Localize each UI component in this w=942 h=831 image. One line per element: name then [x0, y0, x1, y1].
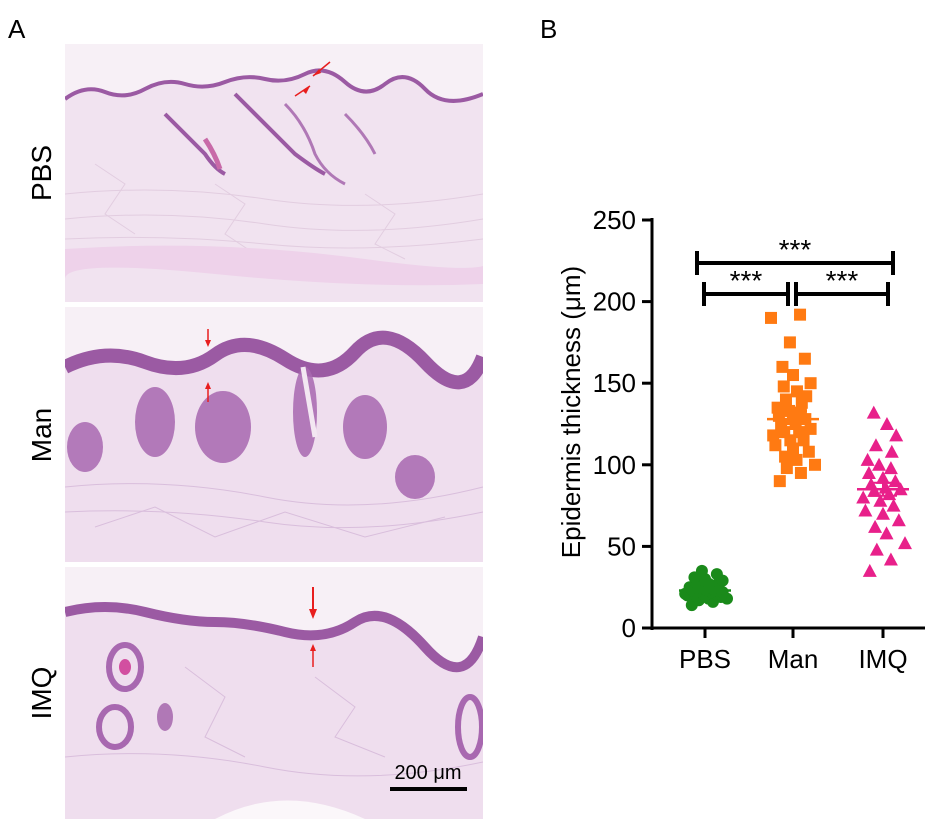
data-point-man	[809, 458, 821, 471]
data-point-imq	[888, 474, 903, 488]
data-point-imq	[886, 498, 901, 512]
x-tick-label: IMQ	[858, 644, 907, 674]
significance-label: ***	[779, 234, 812, 265]
data-point-man	[780, 462, 793, 475]
data-point-pbs	[710, 568, 723, 581]
data-point-man	[790, 385, 803, 398]
data-point-man	[783, 336, 796, 349]
data-point-man	[804, 422, 817, 435]
data-point-man	[802, 445, 815, 458]
data-point-man	[787, 369, 799, 382]
y-tick-label: 0	[622, 613, 636, 643]
data-point-man	[798, 352, 811, 365]
histology-image-imq: 200 μm	[65, 567, 483, 819]
y-axis-label: Epidermis thickness (μm)	[556, 266, 586, 558]
data-point-imq	[868, 519, 883, 533]
data-point-man	[765, 311, 777, 324]
panel-letter-a: A	[8, 14, 26, 44]
row-label-man: Man	[26, 407, 57, 462]
data-point-imq	[883, 461, 898, 475]
data-point-imq	[866, 405, 881, 419]
data-point-imq	[860, 452, 875, 466]
row-label-pbs: PBS	[26, 144, 57, 202]
data-point-man	[776, 360, 789, 373]
data-point-man	[794, 308, 807, 321]
significance-label: ***	[730, 265, 763, 296]
significance-label: ***	[826, 265, 859, 296]
histology-image-man	[65, 307, 483, 562]
histology-image-pbs	[65, 44, 483, 302]
y-tick-label: 100	[593, 450, 636, 480]
x-tick-label: PBS	[679, 644, 731, 674]
data-point-man	[777, 380, 790, 393]
data-point-man	[779, 393, 792, 406]
y-tick-label: 250	[593, 205, 636, 235]
data-point-imq	[861, 465, 876, 479]
panel-letter-b: B	[540, 14, 558, 44]
data-point-imq	[883, 552, 898, 566]
data-point-man	[767, 429, 780, 442]
y-tick-label: 150	[593, 368, 636, 398]
data-point-pbs	[695, 564, 708, 577]
data-point-imq	[864, 477, 879, 491]
x-tick-label: Man	[768, 644, 819, 674]
data-point-imq	[879, 526, 894, 540]
y-tick-label: 50	[607, 531, 636, 561]
data-point-man	[769, 439, 782, 452]
data-point-imq	[868, 438, 883, 452]
data-point-man	[804, 377, 817, 390]
data-point-imq	[869, 542, 884, 556]
data-point-man	[800, 390, 813, 403]
data-point-man	[794, 466, 807, 479]
data-point-man	[773, 475, 786, 488]
scatter-chart: Epidermis thickness (μm) 0 50 100 150 200 250…	[556, 205, 925, 674]
row-label-imq: IMQ	[26, 666, 57, 720]
data-point-man	[794, 406, 807, 419]
data-point-imq	[876, 470, 890, 484]
data-point-imq	[873, 493, 888, 507]
data-point-man	[790, 453, 803, 466]
data-point-imq	[856, 490, 871, 504]
data-point-imq	[872, 457, 887, 471]
data-point-imq	[876, 506, 890, 520]
data-point-imq	[879, 417, 894, 430]
scale-bar-label: 200 μm	[394, 762, 461, 784]
data-point-imq	[898, 536, 912, 550]
data-point-imq	[884, 444, 899, 458]
data-point-imq	[882, 487, 897, 501]
data-point-imq	[891, 513, 906, 527]
data-point-imq	[889, 428, 904, 442]
y-tick-label: 200	[593, 287, 636, 317]
data-point-imq	[862, 563, 877, 577]
data-point-imq	[858, 503, 873, 517]
